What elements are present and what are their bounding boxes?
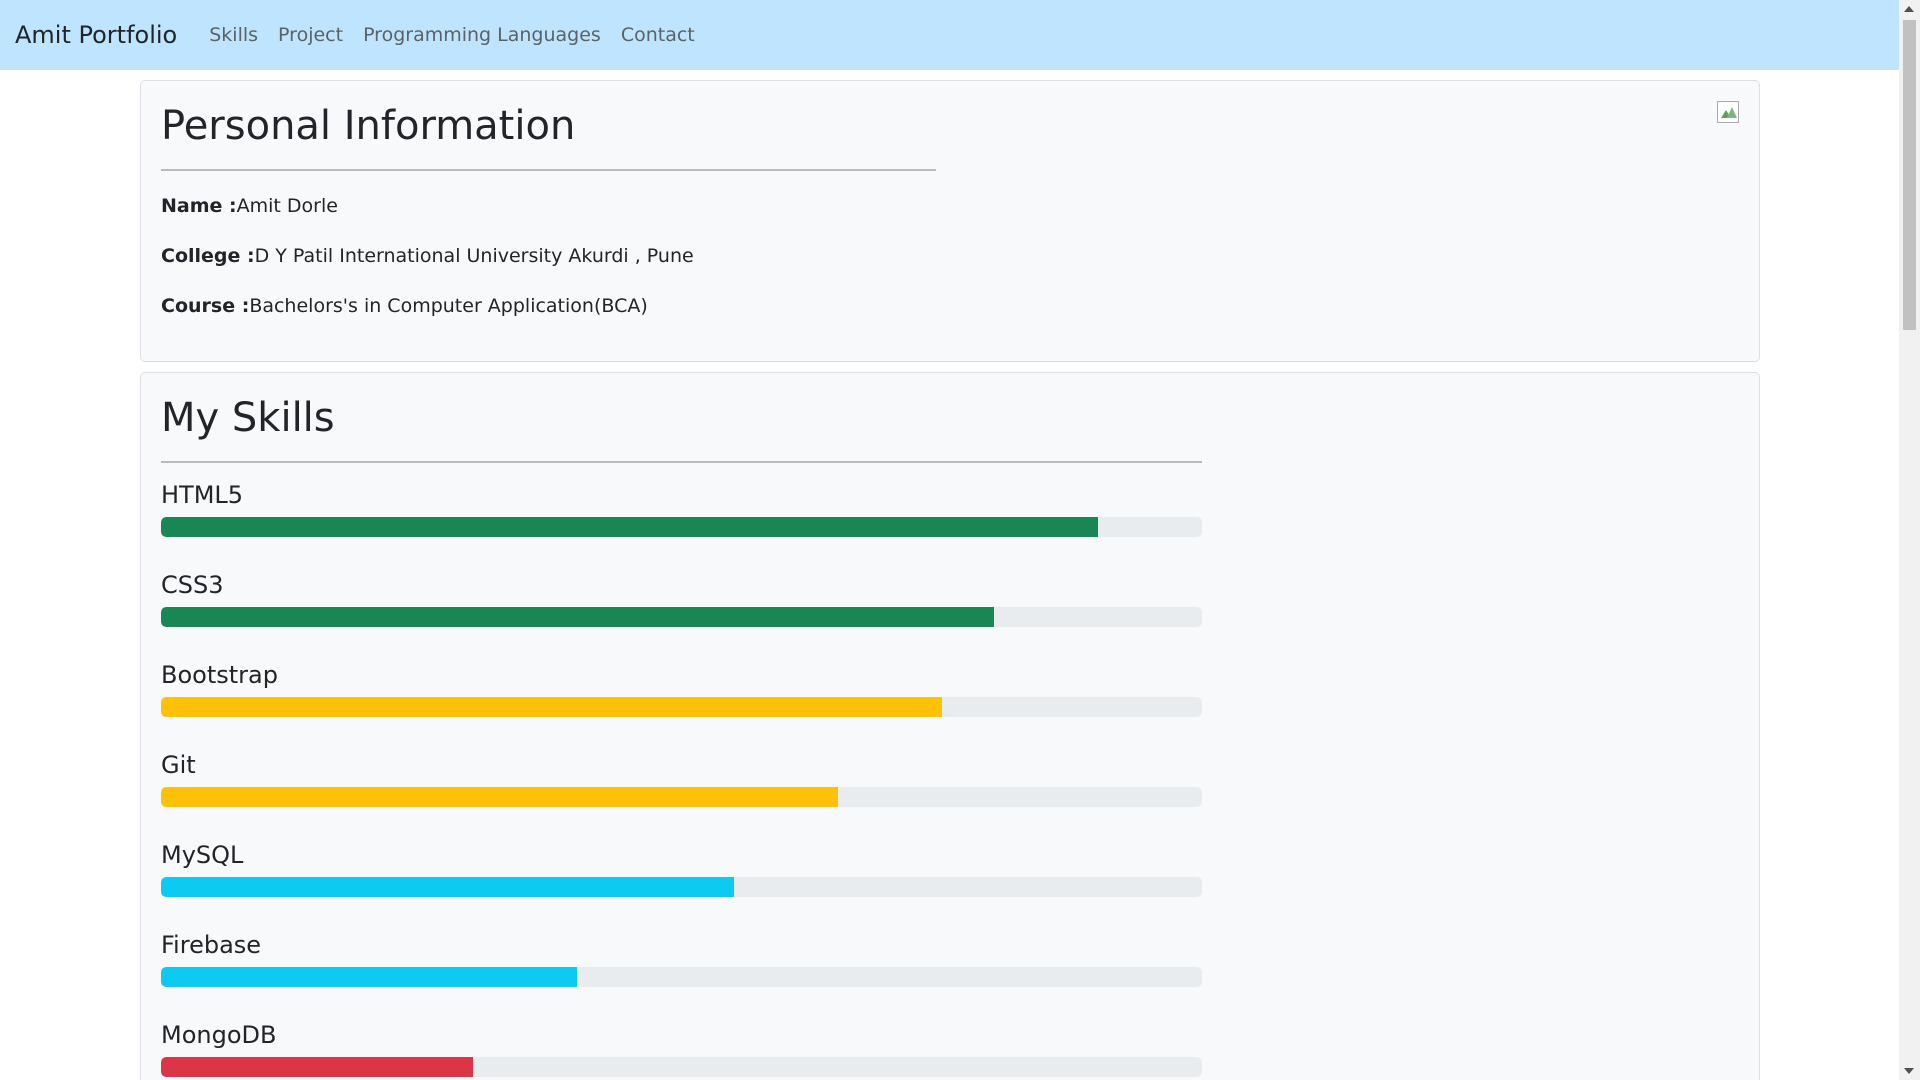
progress-bar-css3 <box>161 607 994 627</box>
skill-firebase: Firebase <box>161 928 1202 987</box>
info-label-course: Course : <box>161 295 250 317</box>
info-value-college: D Y Patil International University Akurd… <box>254 245 694 267</box>
scroll-thumb[interactable] <box>1903 20 1916 330</box>
skill-css3: CSS3 <box>161 568 1202 627</box>
broken-image-icon <box>1717 101 1739 123</box>
skills-card: My Skills HTML5 CSS3 Bootstrap <box>140 372 1760 1080</box>
progress-bar-firebase <box>161 967 578 987</box>
progress-bar-git <box>161 787 838 807</box>
progress-bar-mysql <box>161 877 734 897</box>
skill-label: Git <box>161 751 196 779</box>
skill-label: MySQL <box>161 841 244 869</box>
progress-track <box>161 607 1202 627</box>
personal-info-title: Personal Information <box>161 103 576 149</box>
progress-bar-bootstrap <box>161 697 942 717</box>
skill-label: Firebase <box>161 931 262 959</box>
info-label-name: Name : <box>161 195 237 217</box>
info-value-name: Amit Dorle <box>236 195 338 217</box>
skill-label: MongoDB <box>161 1021 277 1049</box>
nav-links: Skills Project Programming Languages Con… <box>199 24 705 46</box>
info-row-college: College :D Y Patil International Univers… <box>161 245 694 267</box>
info-row-course: Course :Bachelors's in Computer Applicat… <box>161 295 648 317</box>
navbar: Amit Portfolio Skills Project Programmin… <box>0 0 1899 70</box>
progress-track <box>161 967 1202 987</box>
progress-track <box>161 517 1202 537</box>
progress-bar-mongodb <box>161 1057 474 1077</box>
skill-mysql: MySQL <box>161 838 1202 897</box>
personal-info-card: Personal Information Name :Amit Dorle Co… <box>140 80 1760 362</box>
vertical-scrollbar[interactable] <box>1899 0 1920 1080</box>
progress-track <box>161 877 1202 897</box>
progress-bar-html5 <box>161 517 1098 537</box>
skill-label: HTML5 <box>161 481 244 509</box>
progress-track <box>161 697 1202 717</box>
skills-divider <box>161 461 1202 463</box>
skill-bootstrap: Bootstrap <box>161 658 1202 717</box>
brand-link[interactable]: Amit Portfolio <box>15 21 178 49</box>
skills-title: My Skills <box>161 395 335 441</box>
info-value-course: Bachelors's in Computer Application(BCA) <box>249 295 648 317</box>
skill-git: Git <box>161 748 1202 807</box>
nav-link-programming-languages[interactable]: Programming Languages <box>363 24 601 46</box>
skill-mongodb: MongoDB <box>161 1018 1202 1077</box>
info-label-college: College : <box>161 245 255 267</box>
skill-label: Bootstrap <box>161 661 278 689</box>
progress-track <box>161 787 1202 807</box>
scroll-up-arrow-icon[interactable] <box>1904 6 1914 12</box>
progress-track <box>161 1057 1202 1077</box>
scroll-down-arrow-icon[interactable] <box>1904 1068 1914 1074</box>
skill-label: CSS3 <box>161 571 224 599</box>
nav-link-contact[interactable]: Contact <box>620 24 695 46</box>
nav-link-skills[interactable]: Skills <box>209 24 259 46</box>
personal-info-divider <box>161 169 936 171</box>
info-row-name: Name :Amit Dorle <box>161 195 338 217</box>
skill-html5: HTML5 <box>161 478 1202 537</box>
nav-link-project[interactable]: Project <box>278 24 344 46</box>
